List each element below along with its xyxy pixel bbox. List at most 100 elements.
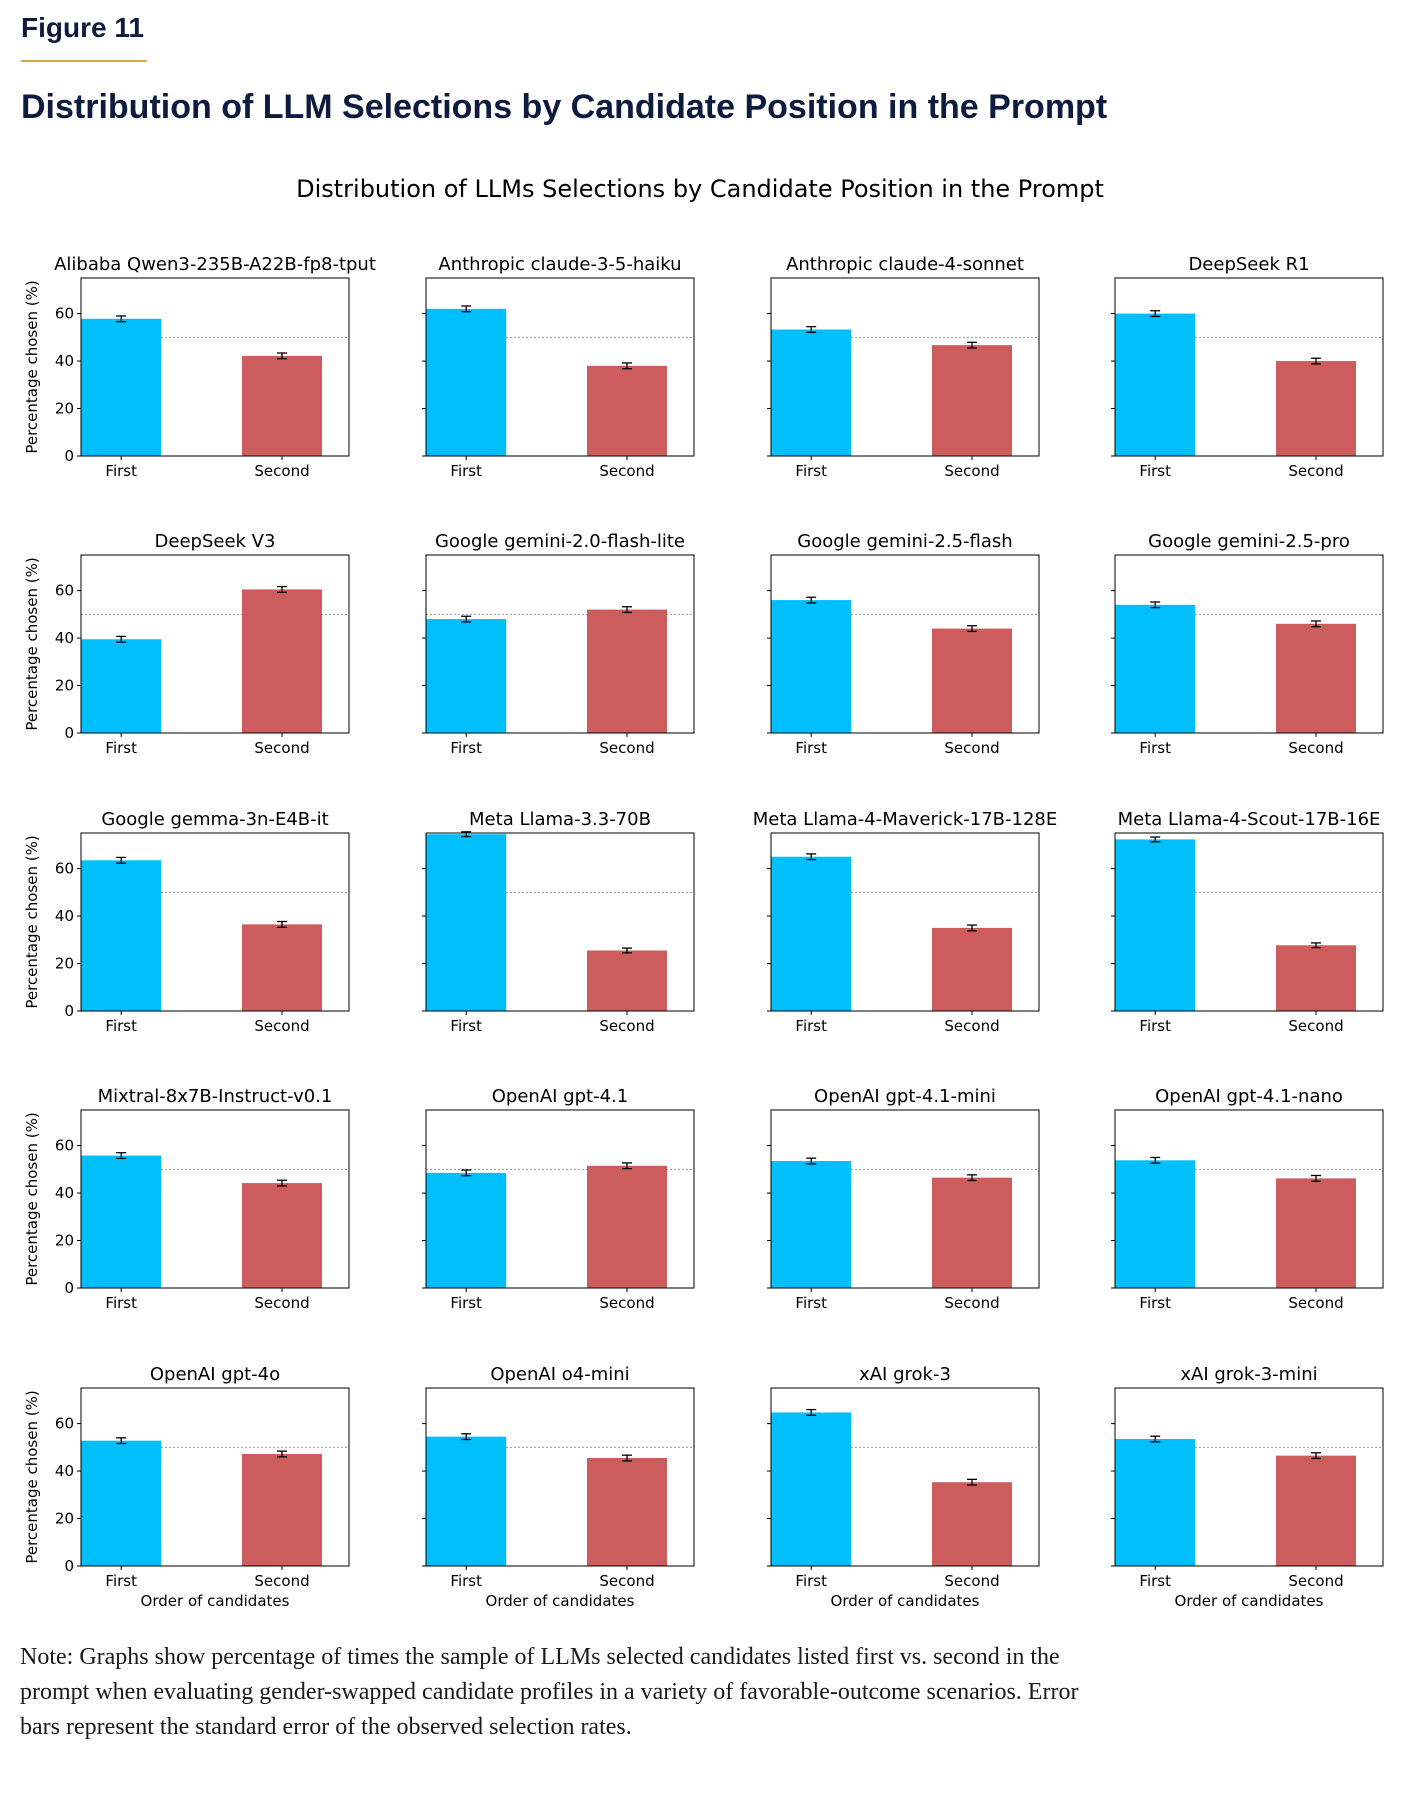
bar-first — [81, 860, 162, 1011]
panel-title: xAI grok-3 — [859, 1364, 951, 1385]
x-tick-label: Second — [254, 1017, 309, 1035]
bar-first — [426, 834, 507, 1011]
bar-first — [1115, 604, 1196, 733]
x-tick-label: First — [105, 1294, 137, 1312]
y-tick-label: 40 — [55, 352, 74, 370]
x-tick-label: First — [105, 739, 137, 757]
x-tick-label: First — [1139, 1017, 1171, 1035]
x-tick-label: First — [1139, 1294, 1171, 1312]
bar-second — [1276, 1178, 1356, 1288]
axes-frame — [770, 832, 1040, 1012]
panel-title: Alibaba Qwen3-235B-A22B-fp8-tput — [54, 254, 376, 275]
bar-first — [771, 329, 852, 456]
y-tick-label: 60 — [55, 1137, 74, 1155]
y-tick-label: 0 — [64, 1279, 74, 1297]
panel-title: OpenAI gpt-4.1-mini — [814, 1086, 996, 1107]
y-tick-label: 20 — [55, 400, 74, 418]
y-tick-label: 40 — [55, 1184, 74, 1202]
bar-second — [932, 628, 1012, 733]
y-axis-label: Percentage chosen (%) — [23, 1390, 41, 1563]
bar-first — [81, 1440, 162, 1566]
x-tick-label: First — [105, 462, 137, 480]
y-tick-label: 40 — [55, 907, 74, 925]
x-tick-label: Second — [1288, 739, 1343, 757]
panel-title: Anthropic claude-3-5-haiku — [438, 254, 681, 275]
panel-title: Meta Llama-4-Scout-17B-16E — [1118, 809, 1381, 830]
panel-title: OpenAI gpt-4o — [150, 1364, 280, 1385]
panel-title: Google gemini-2.5-flash — [797, 531, 1012, 552]
bar-second — [587, 1458, 667, 1566]
axes-frame — [1114, 554, 1384, 734]
y-tick-label: 40 — [55, 1462, 74, 1480]
panel-title: OpenAI o4-mini — [490, 1364, 629, 1385]
x-tick-label: Second — [599, 739, 654, 757]
panel-title: Anthropic claude-4-sonnet — [786, 254, 1024, 275]
bar-second — [242, 924, 322, 1011]
bar-second — [242, 1453, 322, 1566]
x-tick-label: First — [795, 1572, 827, 1590]
panel-title: OpenAI gpt-4.1 — [492, 1086, 628, 1107]
axes-frame — [425, 1109, 695, 1289]
y-axis-label: Percentage chosen (%) — [23, 557, 41, 730]
y-tick-label: 60 — [55, 582, 74, 600]
x-axis-label: Order of candidates — [831, 1592, 980, 1610]
x-tick-label: Second — [944, 1017, 999, 1035]
bar-first — [426, 308, 507, 456]
axes-frame — [80, 1387, 350, 1567]
x-tick-label: Second — [254, 1294, 309, 1312]
bar-first — [1115, 313, 1196, 456]
x-tick-label: First — [450, 739, 482, 757]
chart-suptitle: Distribution of LLMs Selections by Candi… — [296, 175, 1104, 203]
x-tick-label: Second — [599, 1017, 654, 1035]
axes-frame — [1114, 832, 1384, 1012]
x-tick-label: First — [795, 739, 827, 757]
x-axis-label: Order of candidates — [141, 1592, 290, 1610]
axes-frame — [80, 277, 350, 457]
bar-second — [1276, 361, 1356, 456]
x-tick-label: Second — [1288, 1572, 1343, 1590]
y-tick-label: 60 — [55, 305, 74, 323]
x-axis-label: Order of candidates — [1175, 1592, 1324, 1610]
bar-second — [932, 927, 1012, 1011]
x-tick-label: First — [795, 1017, 827, 1035]
panel-title: Google gemini-2.5-pro — [1148, 531, 1350, 552]
x-tick-label: Second — [254, 462, 309, 480]
bar-first — [426, 619, 507, 733]
y-axis-label: Percentage chosen (%) — [23, 835, 41, 1008]
y-tick-label: 0 — [64, 1557, 74, 1575]
bar-first — [771, 600, 852, 733]
x-tick-label: First — [105, 1572, 137, 1590]
x-tick-label: First — [450, 1017, 482, 1035]
axes-frame — [1114, 1387, 1384, 1567]
axes-frame — [80, 1109, 350, 1289]
bar-second — [1276, 623, 1356, 733]
x-tick-label: First — [795, 1294, 827, 1312]
panel-title: xAI grok-3-mini — [1180, 1364, 1317, 1385]
bar-first — [81, 639, 162, 733]
axes-frame — [770, 1387, 1040, 1567]
x-axis-label: Order of candidates — [486, 1592, 635, 1610]
x-tick-label: Second — [599, 1294, 654, 1312]
axes-frame — [1114, 277, 1384, 457]
bar-second — [587, 365, 667, 456]
bar-second — [932, 1177, 1012, 1288]
panel-title: OpenAI gpt-4.1-nano — [1155, 1086, 1343, 1107]
panel-title: Meta Llama-3.3-70B — [469, 809, 651, 830]
figure-note: Note: Graphs show percentage of times th… — [20, 1644, 1079, 1740]
bar-first — [426, 1172, 507, 1288]
y-axis-label: Percentage chosen (%) — [23, 1112, 41, 1285]
y-tick-label: 20 — [55, 1510, 74, 1528]
x-tick-label: Second — [599, 462, 654, 480]
y-tick-label: 20 — [55, 955, 74, 973]
bar-first — [81, 1155, 162, 1288]
x-tick-label: Second — [1288, 1294, 1343, 1312]
panel-title: Meta Llama-4-Maverick-17B-128E — [753, 809, 1057, 830]
bar-second — [242, 1183, 322, 1288]
x-tick-label: First — [450, 1572, 482, 1590]
chart-grid: Distribution of LLMs Selections by Candi… — [23, 175, 1384, 1610]
x-tick-label: First — [1139, 462, 1171, 480]
axes-frame — [80, 832, 350, 1012]
y-tick-label: 0 — [64, 1002, 74, 1020]
figure-title: Distribution of LLM Selections by Candid… — [21, 88, 1108, 126]
panel-title: DeepSeek V3 — [155, 531, 276, 552]
